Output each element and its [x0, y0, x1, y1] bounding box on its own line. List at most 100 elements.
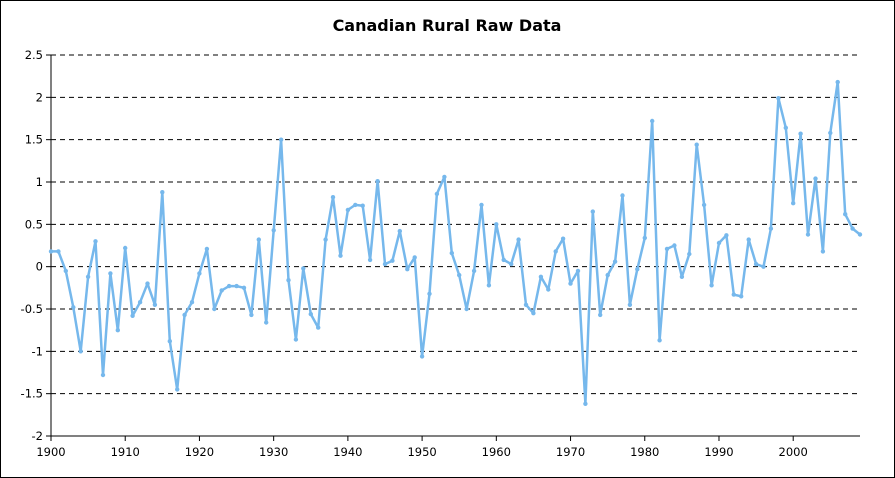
data-point: [182, 312, 187, 318]
data-point: [219, 288, 224, 293]
data-point: [449, 250, 454, 256]
data-point: [509, 261, 514, 267]
data-point: [479, 202, 484, 208]
data-point: [175, 387, 180, 392]
data-point: [620, 193, 625, 198]
data-point: [123, 245, 128, 251]
data-point: [471, 268, 477, 274]
data-point: [48, 249, 54, 254]
data-point: [709, 283, 714, 288]
data-point: [330, 195, 336, 200]
data-point: [100, 372, 106, 378]
data-point: [805, 232, 811, 237]
data-point: [249, 312, 254, 318]
data-point: [768, 226, 774, 231]
data-point: [189, 300, 195, 305]
data-point: [761, 264, 766, 269]
y-tick-label: 2: [36, 90, 43, 104]
data-point: [776, 96, 781, 101]
data-point: [650, 118, 655, 124]
data-point: [412, 255, 417, 260]
data-point: [627, 302, 633, 307]
data-point: [516, 237, 521, 242]
data-point: [672, 243, 677, 248]
data-point: [160, 190, 165, 195]
data-point: [523, 302, 529, 307]
x-tick-label: 1940: [333, 445, 362, 459]
x-tick-label: 1970: [556, 445, 585, 459]
data-point: [783, 125, 788, 130]
data-point: [494, 222, 499, 227]
data-point: [78, 349, 83, 354]
data-point: [590, 209, 595, 214]
data-point: [427, 291, 432, 296]
data-point: [108, 271, 113, 276]
y-tick-label: 0.5: [25, 217, 43, 231]
data-point: [679, 274, 685, 279]
data-point: [857, 232, 863, 237]
data-point: [694, 142, 699, 147]
data-point: [701, 202, 707, 208]
data-point: [197, 271, 202, 276]
data-point: [338, 253, 343, 258]
data-point: [724, 233, 729, 238]
data-point: [293, 337, 299, 342]
data-point: [598, 312, 603, 318]
y-tick-label: 1: [36, 175, 43, 189]
y-tick-label: -1: [32, 344, 43, 358]
x-tick-label: 2000: [779, 445, 808, 459]
x-tick-label: 1900: [36, 445, 65, 459]
data-point: [753, 261, 759, 267]
data-point: [486, 283, 492, 288]
data-point: [360, 203, 365, 208]
data-point: [820, 249, 826, 254]
y-tick-label: -1.5: [21, 387, 43, 401]
data-point: [605, 272, 610, 278]
data-point: [271, 228, 276, 233]
data-point: [323, 237, 328, 242]
x-tick-label: 1950: [407, 445, 436, 459]
data-point: [115, 328, 121, 333]
data-point: [316, 325, 321, 330]
x-tick-label: 1960: [482, 445, 511, 459]
data-point: [353, 202, 358, 208]
data-point: [85, 274, 91, 279]
axes: [50, 55, 860, 437]
gridlines: [51, 54, 860, 395]
data-point: [212, 306, 217, 312]
data-point: [152, 302, 158, 307]
data-point: [137, 300, 143, 305]
data-point: [382, 261, 388, 267]
data-point: [791, 201, 796, 206]
data-point: [204, 246, 210, 252]
x-tick-label: 1920: [185, 445, 214, 459]
data-point: [575, 268, 581, 274]
y-tick-label: 1.5: [25, 133, 43, 147]
data-point: [71, 305, 76, 310]
data-point: [568, 281, 573, 286]
data-point: [419, 354, 425, 359]
data-point: [442, 174, 447, 180]
y-tick-label: -0.5: [21, 302, 43, 316]
data-point: [56, 249, 61, 254]
y-axis-ticks: 2.5 2 1.5 1 0.5 0 -0.5 -1 -1.5 -2: [21, 48, 51, 443]
data-point: [687, 251, 692, 257]
data-point: [798, 131, 803, 136]
data-point: [546, 287, 551, 292]
data-point: [286, 278, 291, 283]
data-point: [531, 311, 536, 316]
data-point: [746, 237, 751, 242]
data-point: [501, 257, 506, 263]
data-point: [167, 339, 172, 344]
data-point: [642, 235, 647, 241]
data-point: [301, 266, 306, 271]
data-point: [278, 137, 284, 142]
data-point: [664, 246, 670, 252]
data-point: [813, 176, 818, 181]
data-point: [256, 237, 261, 242]
data-point: [63, 268, 68, 274]
x-tick-label: 1910: [111, 445, 140, 459]
data-point: [226, 283, 232, 289]
x-tick-label: 1990: [704, 445, 733, 459]
data-point: [612, 259, 618, 264]
